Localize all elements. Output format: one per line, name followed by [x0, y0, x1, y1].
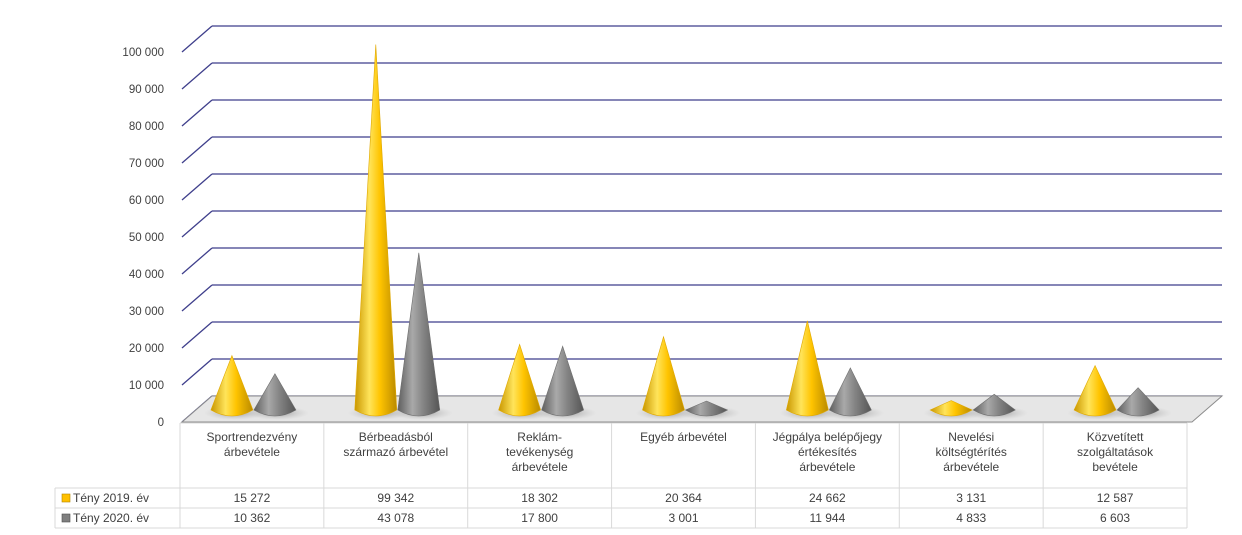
cone-mark: [1116, 387, 1160, 417]
cone-body: [397, 252, 441, 417]
data-value-label: 3 131: [956, 491, 986, 505]
cone-mark: [210, 354, 254, 417]
cone-mark: [1073, 364, 1117, 417]
category-label: Bérbeadásból származó árbevétel: [343, 430, 448, 459]
gridline-depth: [181, 358, 213, 386]
y-tick-label: 40 000: [129, 269, 164, 281]
y-tick-label: 50 000: [129, 232, 164, 244]
cone-mark: [972, 393, 1016, 417]
data-table: Sportrendezvény árbevétele Bérbeadásból szá…: [54, 422, 1188, 529]
cone-mark: [498, 343, 542, 417]
data-value-label: 17 800: [521, 511, 558, 525]
data-value-label: 4 833: [956, 511, 986, 525]
data-value-label: 43 078: [377, 511, 414, 525]
category-label: Reklám-tevékenység árbevétele: [506, 430, 573, 474]
data-value-label: 15 272: [234, 491, 271, 505]
data-value-label: 12 587: [1097, 491, 1134, 505]
category-label: Sportrendezvény árbevétele: [207, 430, 298, 459]
legend-key-swatch: [61, 493, 71, 503]
data-value-label: 3 001: [668, 511, 698, 525]
data-value-label: 20 364: [665, 491, 702, 505]
gridline-depth: [181, 62, 213, 90]
y-tick-label: 80 000: [129, 121, 164, 133]
y-axis-tick-labels: 0 10 000 20 000 30 000 40 000 50 000 60 000 70 …: [122, 47, 164, 429]
data-value-label: 24 662: [809, 491, 846, 505]
category-label: Közvetített szolgáltatások bevétele: [1077, 430, 1154, 474]
y-tick-label: 20 000: [129, 343, 164, 355]
cone-body: [1116, 387, 1160, 417]
y-tick-label: 90 000: [129, 84, 164, 96]
data-value-label: 18 302: [521, 491, 558, 505]
cone-body: [684, 400, 729, 417]
cone-mark: [786, 320, 829, 417]
legend-series-name: Tény 2019. év: [73, 491, 149, 505]
cone-body: [210, 354, 254, 417]
gridline-depth: [181, 210, 213, 238]
gridline-depth: [181, 284, 213, 312]
cone-body: [1073, 364, 1117, 417]
legend-key-swatch: [61, 513, 71, 523]
data-value-label: 10 362: [234, 511, 271, 525]
gridline-depth: [181, 25, 213, 53]
cone-mark: [828, 367, 872, 417]
category-label: Nevelési költségtérítés árbevétele: [936, 430, 1007, 474]
cone-mark: [541, 345, 585, 417]
cone-mark: [684, 400, 729, 417]
gridline-depth: [181, 136, 213, 164]
cone-mark: [253, 373, 297, 417]
cone-body: [972, 393, 1016, 417]
y-tick-label: 0: [158, 417, 164, 429]
data-value-label: 99 342: [377, 491, 414, 505]
y-tick-label: 60 000: [129, 195, 164, 207]
data-value-label: 6 603: [1100, 511, 1130, 525]
y-tick-label: 30 000: [129, 306, 164, 318]
gridline-depth: [181, 99, 213, 127]
gridline-depth: [181, 173, 213, 201]
gridline-depth: [181, 321, 213, 349]
category-label: Jégpálya belépőjegy értékesítés árbevétele: [773, 430, 882, 474]
cone-body: [828, 367, 872, 417]
cone-series: [203, 44, 1173, 420]
y-tick-label: 100 000: [122, 47, 164, 59]
cone-body: [786, 320, 829, 417]
gridlines: [181, 25, 1222, 423]
gridline-depth: [181, 247, 213, 275]
cone-body: [541, 345, 585, 417]
cone-body: [498, 343, 542, 417]
y-tick-label: 70 000: [129, 158, 164, 170]
y-tick-label: 10 000: [129, 380, 164, 392]
data-value-label: 11 944: [809, 511, 845, 525]
legend-series-name: Tény 2020. év: [73, 511, 149, 525]
cone-mark: [397, 252, 441, 417]
cone-mark: [642, 335, 685, 417]
cone-body: [253, 373, 297, 417]
category-label: Egyéb árbevétel: [640, 430, 727, 444]
cone-body: [642, 335, 685, 417]
